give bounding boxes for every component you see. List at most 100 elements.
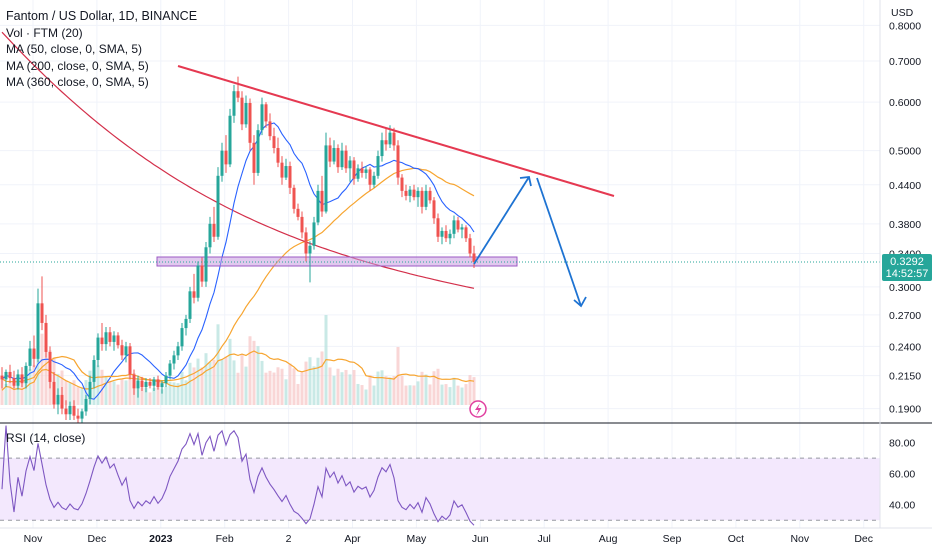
- volume-bar: [104, 376, 108, 405]
- candle: [164, 371, 168, 388]
- rsi-band: [0, 458, 880, 521]
- candle: [48, 346, 52, 389]
- volume-bar: [12, 382, 16, 405]
- price-tick-11: 0.1900: [889, 404, 921, 416]
- candle: [300, 211, 304, 239]
- volume-bar: [152, 387, 156, 405]
- volume-bar: [440, 384, 444, 405]
- candle: [404, 184, 408, 201]
- legend-ma200: MA (200, close, 0, SMA, 5): [6, 58, 149, 73]
- volume-bar: [404, 385, 408, 405]
- volume-bar: [208, 361, 212, 405]
- volume-bar: [392, 376, 396, 405]
- candle: [232, 84, 236, 123]
- volume-bar: [380, 370, 384, 405]
- candle: [352, 157, 356, 185]
- volume-bar: [0, 378, 4, 405]
- candle: [428, 187, 432, 204]
- candle: [120, 339, 124, 360]
- volume-bar: [364, 389, 368, 405]
- candle: [288, 161, 292, 195]
- volume-bar: [472, 377, 476, 405]
- volume-bar: [256, 346, 260, 405]
- candle: [148, 378, 152, 389]
- volume-bar: [76, 387, 80, 405]
- candle: [240, 91, 244, 131]
- volume-bar: [100, 369, 104, 405]
- candle: [128, 343, 132, 380]
- candle: [380, 132, 384, 162]
- price-tick-8: 0.2700: [889, 310, 921, 322]
- lightning-icon[interactable]: [469, 400, 487, 418]
- volume-bar: [372, 385, 376, 405]
- candle: [124, 341, 128, 363]
- support-zone: [156, 256, 518, 267]
- volume-bar: [28, 369, 32, 405]
- candle: [196, 261, 200, 302]
- volume-bar: [456, 385, 460, 405]
- time-tick-7: Jun: [472, 533, 489, 545]
- candle: [32, 335, 36, 368]
- time-tick-3: Feb: [216, 533, 234, 545]
- volume-bar: [96, 365, 100, 405]
- volume-bar: [408, 385, 412, 405]
- time-tick-5: Apr: [344, 533, 361, 545]
- candle: [64, 400, 68, 421]
- chart-legend: Fantom / US Dollar, 1D, BINANCE Vol · FT…: [6, 8, 197, 91]
- volume-bar: [144, 387, 148, 405]
- volume-bar: [272, 372, 276, 405]
- volume-bar: [116, 384, 120, 405]
- candle: [372, 171, 376, 188]
- candle: [44, 314, 48, 358]
- volume-bar: [220, 359, 224, 405]
- volume-bar: [252, 340, 256, 405]
- candle: [84, 394, 88, 416]
- volume-bar: [192, 367, 196, 405]
- volume-bar: [236, 372, 240, 405]
- candle: [132, 369, 136, 395]
- volume-bar: [316, 357, 320, 405]
- volume-bar: [160, 389, 164, 405]
- candle: [152, 376, 156, 391]
- candle: [224, 135, 228, 173]
- candle: [276, 137, 280, 168]
- volume-bar: [120, 379, 124, 405]
- candle: [172, 350, 176, 370]
- candle: [216, 167, 220, 240]
- candle: [264, 102, 268, 128]
- rsi-legend: RSI (14, close): [6, 431, 86, 445]
- candle: [408, 185, 412, 203]
- volume-bar: [232, 360, 236, 405]
- volume-bar: [184, 380, 188, 405]
- candle: [468, 233, 472, 258]
- candle: [144, 378, 148, 393]
- time-tick-9: Aug: [599, 533, 618, 545]
- volume-bar: [464, 384, 468, 405]
- candle: [244, 95, 248, 128]
- candle: [192, 273, 196, 304]
- volume-bar: [40, 333, 44, 405]
- volume-bar: [336, 368, 340, 405]
- candle: [252, 135, 256, 185]
- chart-title: Fantom / US Dollar, 1D, BINANCE: [6, 9, 198, 23]
- volume-bar: [108, 380, 112, 405]
- candle: [336, 144, 340, 173]
- candle: [56, 388, 60, 415]
- price-tick-1: 0.7000: [889, 56, 921, 68]
- candle: [304, 227, 308, 262]
- volume-bar: [148, 392, 152, 405]
- volume-bar: [164, 386, 168, 405]
- price-tick-9: 0.2400: [889, 341, 921, 353]
- candle: [236, 76, 240, 103]
- volume-bar: [224, 356, 228, 405]
- volume-bar: [196, 358, 200, 405]
- volume-bar: [80, 387, 84, 405]
- time-tick-0: Nov: [24, 533, 43, 545]
- candle: [344, 145, 348, 173]
- candle: [448, 229, 452, 245]
- candle: [296, 203, 300, 221]
- candle: [200, 257, 204, 287]
- volume-bar: [32, 364, 36, 405]
- candle: [204, 241, 208, 287]
